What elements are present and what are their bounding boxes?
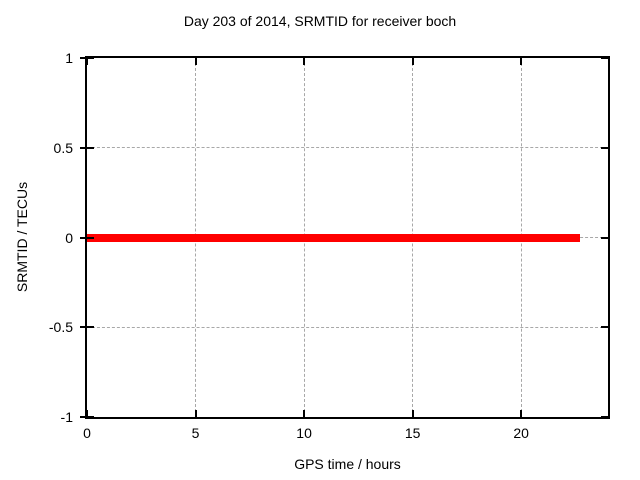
x-tick-bottom (303, 410, 306, 417)
y-tick-right (601, 57, 608, 59)
gridline-horizontal (87, 326, 608, 328)
x-tick-bottom (520, 410, 523, 417)
x-tick-label: 0 (83, 425, 91, 441)
x-tick-label: 15 (404, 425, 421, 441)
x-tick-label: 5 (191, 425, 200, 441)
y-tick-left (87, 326, 94, 329)
x-tick-label: 20 (513, 425, 529, 441)
y-tick-left (87, 236, 94, 239)
x-tick-bottom (411, 410, 414, 417)
y-tick-left-outer (80, 416, 85, 418)
gridline-horizontal (87, 147, 608, 149)
data-series-line (87, 233, 580, 242)
x-tick-bottom (194, 410, 197, 417)
x-axis-label: GPS time / hours (294, 456, 401, 472)
x-tick-top (194, 58, 197, 65)
x-tick-label: 10 (296, 425, 312, 441)
y-tick-left-outer (80, 57, 85, 59)
y-tick-label: 1 (65, 50, 73, 66)
y-tick-left (87, 146, 94, 149)
y-tick-right (601, 146, 608, 149)
x-tick-top (411, 58, 414, 65)
chart-title: Day 203 of 2014, SRMTID for receiver boc… (183, 13, 457, 29)
x-tick-top (303, 58, 306, 65)
y-tick-right (601, 236, 608, 239)
y-tick-label: -0.5 (48, 319, 73, 336)
y-tick-right (601, 416, 608, 418)
plot-area (80, 56, 610, 419)
x-tick-bottom (86, 410, 88, 417)
y-tick-left-outer (80, 236, 85, 239)
y-tick-left-outer (80, 326, 85, 329)
y-tick-right (601, 326, 608, 329)
x-tick-top (520, 58, 523, 65)
y-tick-left (87, 57, 94, 59)
y-tick-left (87, 416, 94, 418)
y-tick-label: 0 (65, 229, 73, 246)
y-tick-left-outer (80, 146, 85, 149)
y-tick-label: -1 (60, 409, 73, 425)
y-tick-label: 0.5 (53, 139, 73, 156)
x-tick-top (86, 58, 88, 65)
